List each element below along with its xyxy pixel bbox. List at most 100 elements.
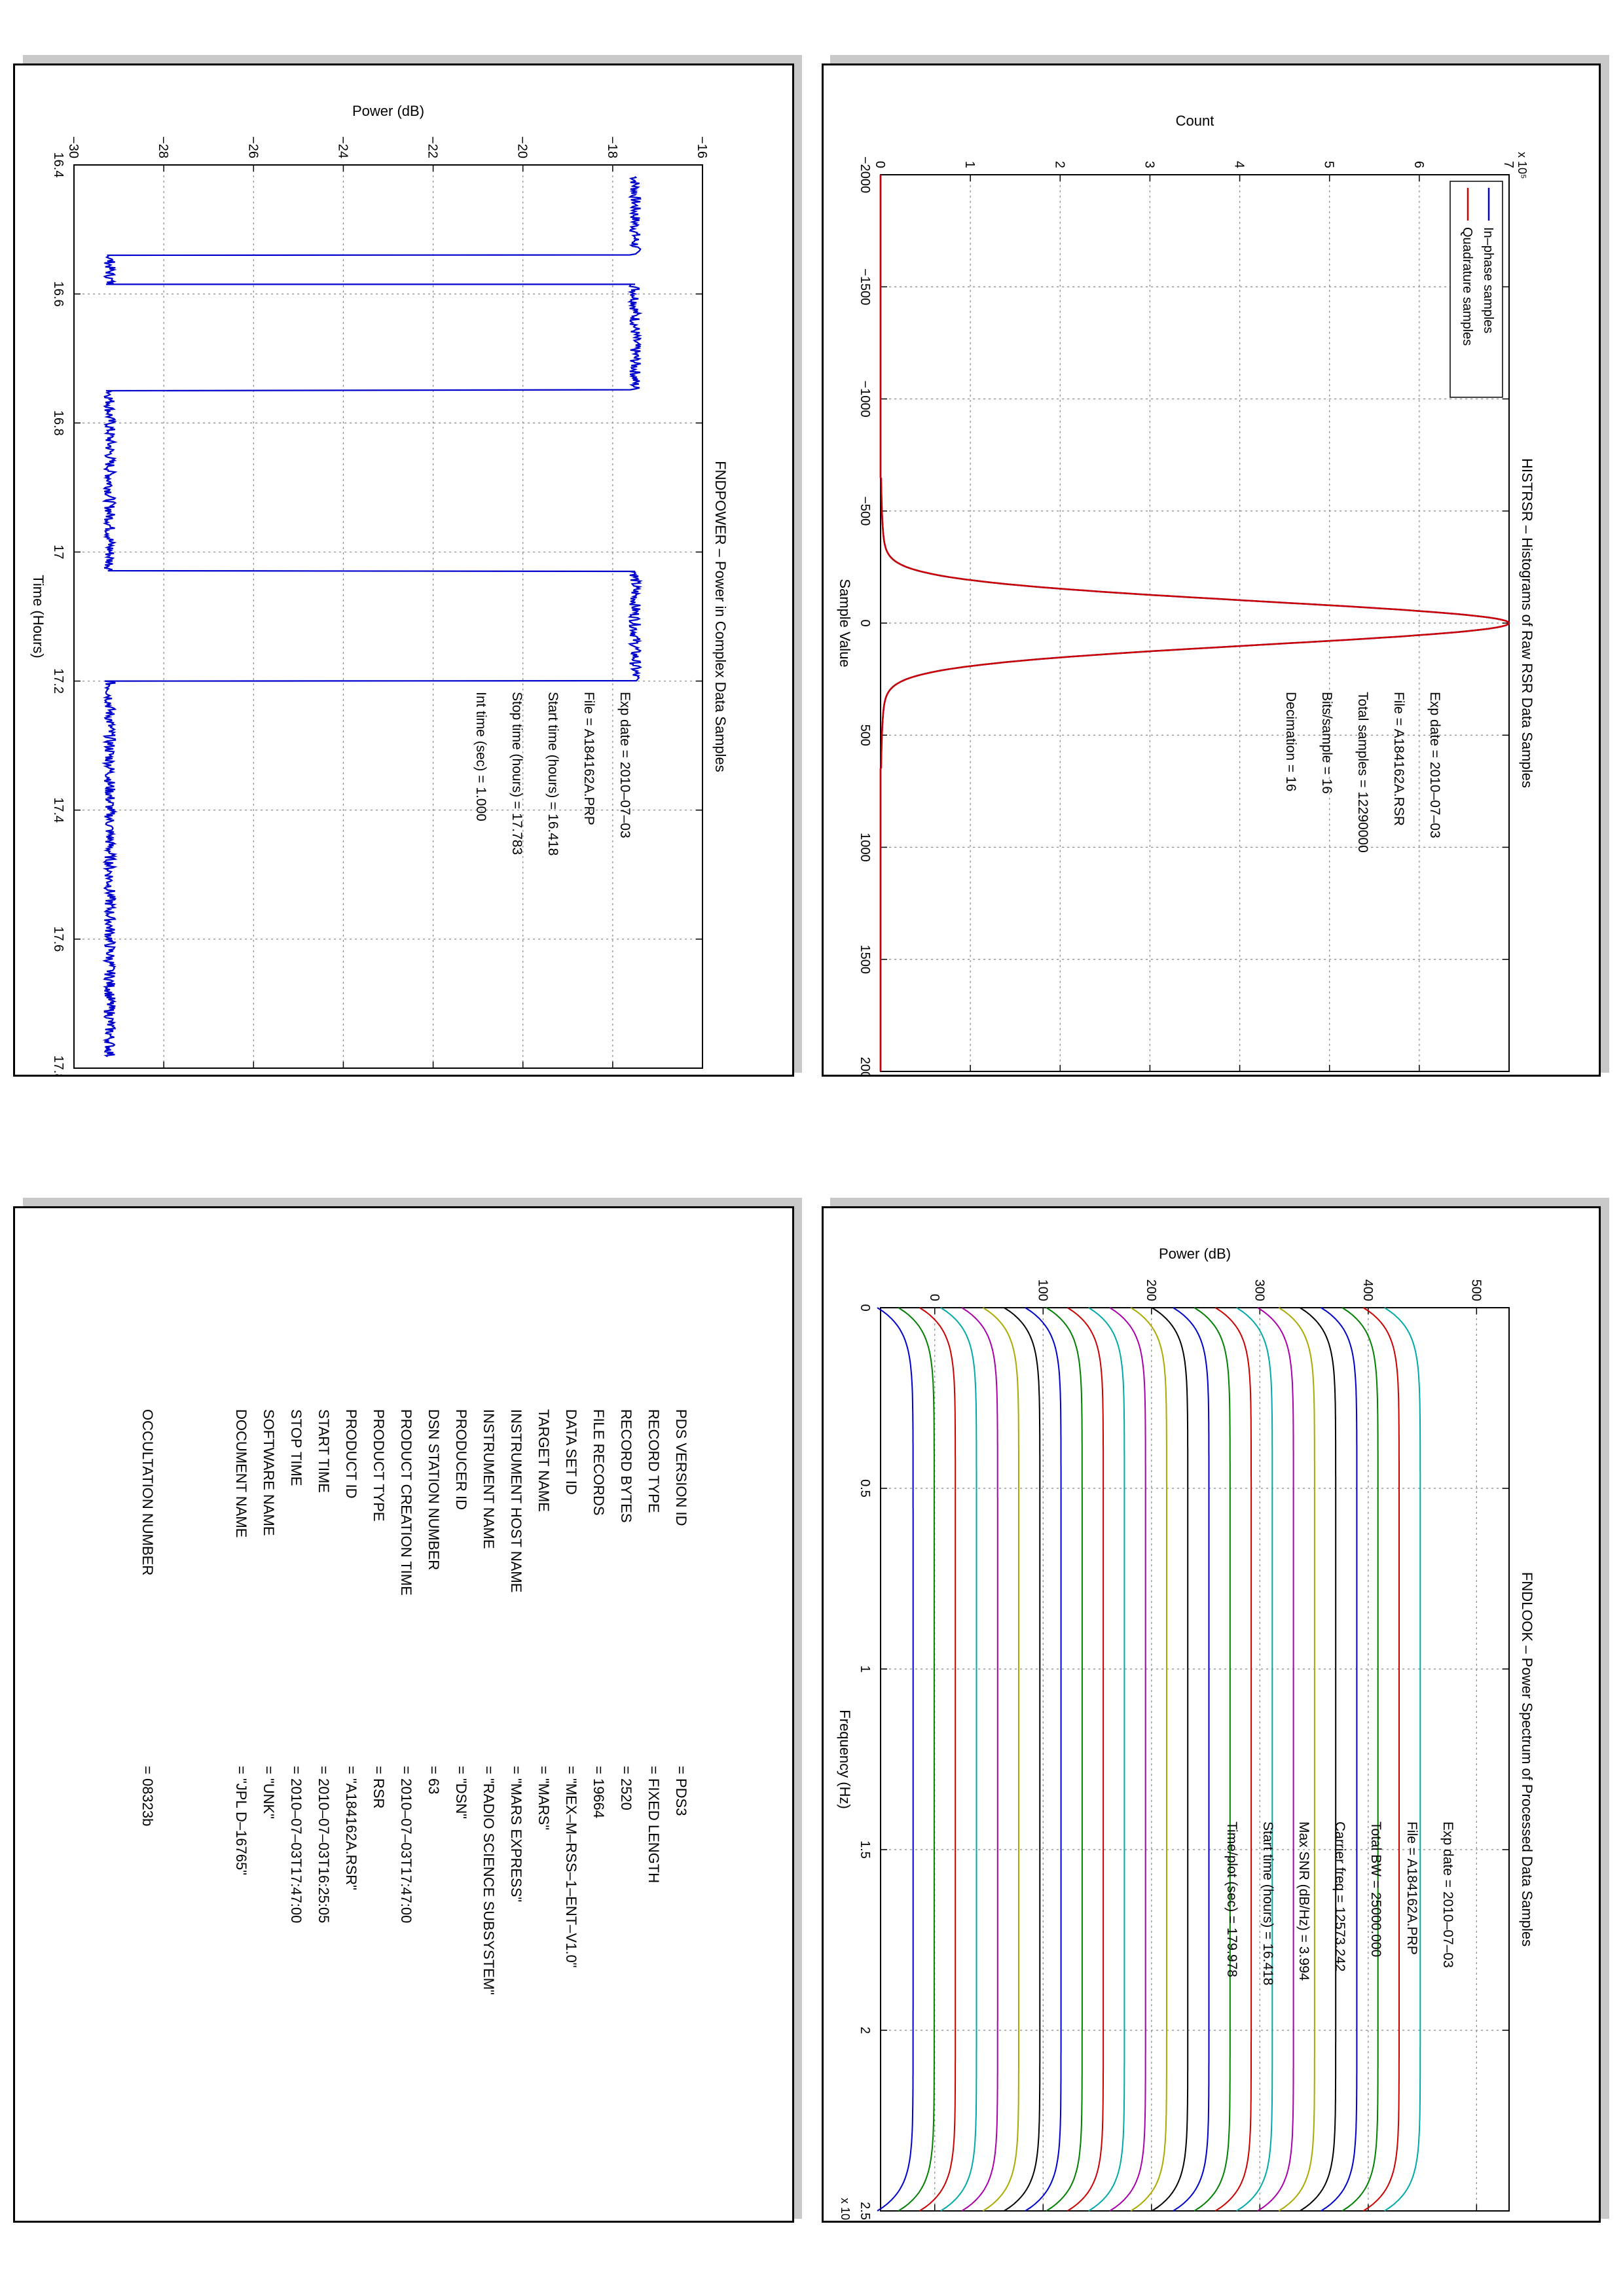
x-tick-label: 1.5 xyxy=(858,1840,872,1859)
x-tick-label: 17.6 xyxy=(51,926,65,952)
spectrum-chart: 0 0.5 1 1.5 2 2.5 0 100 200 300 400 500 FNDLOOK – Po… xyxy=(837,1246,1535,2225)
annotation-text: Exp date = 2010–07–03 xyxy=(1440,1821,1455,1968)
y-tick-label: 7 xyxy=(1501,161,1516,168)
annotation-text: Time/plot (sec) = 179.978 xyxy=(1224,1821,1239,1977)
annotation-text: Start time (hours) = 16.418 xyxy=(545,692,560,855)
y-tick-label: −22 xyxy=(426,136,440,158)
x-tick-label: 2.5 xyxy=(858,2202,872,2220)
y-tick-label: −28 xyxy=(156,136,170,158)
spectrum-trace xyxy=(1257,1307,1294,2212)
legend-box xyxy=(1450,181,1503,398)
plot-frame xyxy=(880,1307,1510,2212)
legend-entry: In–phase samples xyxy=(1481,227,1495,333)
annotation-text: Stop time (hours) = 17.783 xyxy=(509,692,524,855)
x-tick-label: 1000 xyxy=(858,833,872,862)
pds-field-label: PRODUCT TYPE xyxy=(371,1409,387,1522)
pds-field-label: INSTRUMENT NAME xyxy=(481,1409,497,1549)
y-tick-label: 1 xyxy=(962,161,977,168)
pds-field-value: = 63 xyxy=(426,1766,442,1795)
annotation-text: Exp date = 2010–07–03 xyxy=(1427,692,1442,838)
spectrum-trace xyxy=(1194,1307,1231,2212)
x-tick-label: 17.8 xyxy=(51,1056,65,1077)
pds-field-label: PRODUCT CREATION TIME xyxy=(398,1409,414,1596)
y-axis-label: Power (dB) xyxy=(1159,1246,1231,1262)
x-tick-label: 17.2 xyxy=(51,668,65,694)
pds-field-label: OCCULTATION NUMBER xyxy=(139,1409,156,1576)
y-tick-label: 3 xyxy=(1142,161,1156,168)
pds-field-value: = "UNK" xyxy=(261,1766,277,1820)
x-tick-label: 500 xyxy=(858,725,872,746)
pds-label-table: PDS VERSION ID = PDS3 RECORD TYPE = FIXED L… xyxy=(13,1206,794,2223)
x-tick-label: −1500 xyxy=(858,268,872,305)
spectrum-trace xyxy=(1300,1307,1337,2212)
spectrum-trace xyxy=(1321,1307,1358,2212)
pds-field-label: STOP TIME xyxy=(288,1409,304,1486)
y-tick-label: 400 xyxy=(1360,1280,1375,1301)
x-tick-label: −500 xyxy=(858,496,872,526)
spectrum-trace xyxy=(898,1307,935,2212)
annotation-text: Start time (hours) = 16.418 xyxy=(1260,1821,1275,1985)
x-tick-label: 2 xyxy=(858,2026,872,2034)
pds-field-value: = "JPL D–16765" xyxy=(233,1766,249,1876)
annotation-text: Int time (sec) = 1.000 xyxy=(473,692,488,821)
power-chart: 16.4 16.6 16.8 17 17.2 17.4 17.6 17.8 −30 −28 −26 −… xyxy=(30,103,729,1081)
x-tick-label: 1500 xyxy=(858,945,872,975)
spectrum-trace xyxy=(1384,1307,1421,2212)
pds-field-label: RECORD BYTES xyxy=(618,1409,634,1523)
spectrum-trace xyxy=(1173,1307,1210,2212)
annotation-text: File = A184162A.PRP xyxy=(1404,1821,1419,1955)
pds-field-value: = RSR xyxy=(371,1766,387,1809)
pds-field-label: RECORD TYPE xyxy=(646,1409,662,1513)
histogram-chart: −2000 −1500 −1000 −500 0 500 1000 1500 2000 0 1 2 3 4… xyxy=(837,113,1535,1086)
pds-field-value: = 2010–07–03T17:47:00 xyxy=(288,1766,304,1924)
pds-field-value: = "RADIO SCIENCE SUBSYSTEM" xyxy=(481,1766,497,1995)
spectrum-trace xyxy=(919,1307,957,2212)
power-series-line xyxy=(101,176,643,1058)
x-tick-label: −1000 xyxy=(858,380,872,417)
x-axis-label: Frequency (Hz) xyxy=(837,1710,853,1809)
x-tick-label: 16.8 xyxy=(51,410,65,436)
pds-field-value: = 2520 xyxy=(618,1766,634,1810)
annotation-text: Exp date = 2010–07–03 xyxy=(617,692,632,838)
y-tick-label: −20 xyxy=(515,136,530,158)
y-tick-label: 300 xyxy=(1252,1280,1266,1301)
y-tick-label: 500 xyxy=(1468,1280,1483,1301)
y-tick-label: 0 xyxy=(873,161,887,168)
spectrum-trace xyxy=(1004,1307,1041,2212)
y-axis-label: Count xyxy=(1176,113,1214,129)
y-tick-label: 100 xyxy=(1035,1280,1049,1301)
pds-field-label: DATA SET ID xyxy=(563,1409,579,1495)
pds-field-label: SOFTWARE NAME xyxy=(261,1409,277,1536)
annotation-text: Carrier freq = 12573.242 xyxy=(1332,1821,1347,1971)
plot-frame xyxy=(73,164,703,1069)
quadrature-curve xyxy=(879,175,1510,1071)
pds-field-value: = 2010–07–03T17:47:00 xyxy=(398,1766,414,1924)
annotation-text: File = A184162A.RSR xyxy=(1391,692,1406,826)
pds-field-label: FILE RECORDS xyxy=(591,1409,607,1516)
pds-field-label: START TIME xyxy=(316,1409,332,1493)
x-tick-label: 17.4 xyxy=(51,797,65,823)
annotation-text: Total BW = 25000.000 xyxy=(1368,1821,1383,1957)
y-tick-label: −30 xyxy=(66,136,81,158)
annotation-text: Total samples = 12290000 xyxy=(1355,692,1370,853)
x-axis-label: Time (Hours) xyxy=(30,575,46,658)
pds-field-value: = PDS3 xyxy=(673,1766,689,1816)
y-tick-label: 2 xyxy=(1052,161,1067,168)
pds-field-label: DOCUMENT NAME xyxy=(233,1409,249,1538)
annotation-text: Max SNR (dB/Hz) = 3.994 xyxy=(1296,1821,1311,1981)
spectrum-trace xyxy=(1046,1307,1083,2212)
x-tick-label: 0 xyxy=(858,1304,872,1311)
spectrum-trace xyxy=(940,1307,977,2212)
y-tick-label: −24 xyxy=(335,136,350,158)
spectrum-trace xyxy=(982,1307,1019,2212)
spectrum-trace xyxy=(1362,1307,1400,2212)
pds-field-label: TARGET NAME xyxy=(536,1409,552,1512)
pds-field-value: = "MEX–M–RSS–1–ENT–V1.0" xyxy=(563,1766,579,1968)
pds-field-label: DSN STATION NUMBER xyxy=(426,1409,442,1571)
y-exponent-label: x 10⁵ xyxy=(1516,152,1529,179)
pds-field-value: = "A184162A.RSR" xyxy=(343,1766,359,1890)
spectrum-trace xyxy=(877,1307,914,2212)
spectrum-trace xyxy=(1278,1307,1315,2212)
pds-field-value: = 2010–07–03T16:25:05 xyxy=(316,1766,332,1924)
annotation-text: Bits/sample = 16 xyxy=(1319,692,1334,794)
